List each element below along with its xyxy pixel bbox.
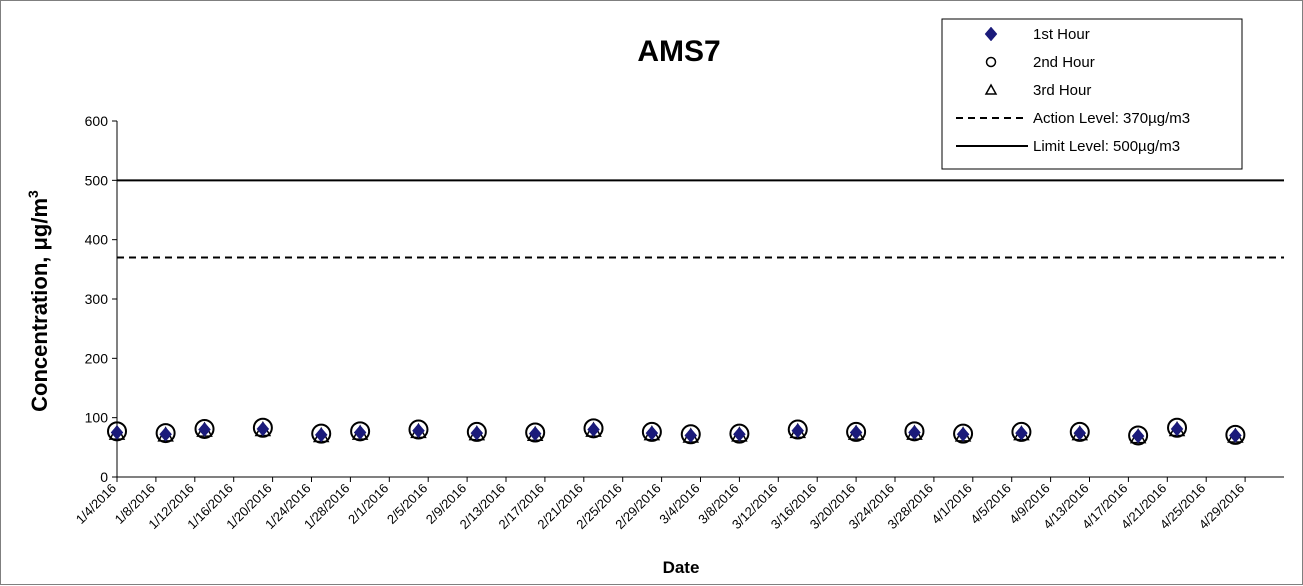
- data-point-diamond: [956, 426, 970, 442]
- data-point-diamond: [791, 423, 805, 439]
- data-point-circle: [953, 423, 974, 444]
- data-point-diamond: [159, 426, 172, 442]
- data-point-circle: [787, 419, 808, 440]
- data-point-circle: [583, 418, 604, 439]
- data-point-diamond: [684, 428, 698, 443]
- legend-label: 2nd Hour: [1033, 54, 1095, 71]
- x-tick-label: 4/5/2016: [967, 481, 1013, 527]
- data-point-circle: [107, 421, 127, 442]
- data-point-diamond: [1131, 428, 1145, 444]
- x-tick-label: 3/4/2016: [656, 481, 702, 527]
- chart-title: AMS7: [637, 35, 720, 68]
- data-point-diamond: [1073, 425, 1087, 441]
- data-point-circle: [904, 421, 925, 442]
- legend-triangle-marker: [984, 83, 998, 95]
- data-point-circle: [525, 422, 546, 443]
- reference-lines: [117, 179, 1284, 259]
- y-axis-title: Concentration, μg/m3: [25, 190, 52, 412]
- data-markers: [107, 417, 1246, 446]
- data-point-diamond: [256, 421, 270, 437]
- y-tick-label: 100: [85, 410, 109, 426]
- data-point-diamond: [110, 425, 124, 440]
- data-point-diamond: [645, 425, 659, 441]
- data-point-circle: [1167, 417, 1188, 438]
- data-point-diamond: [528, 426, 542, 442]
- data-point-diamond: [908, 425, 921, 440]
- y-tick-label: 500: [85, 172, 109, 188]
- legend-label: Action Level: 370µg/m3: [1033, 110, 1190, 127]
- data-point-circle: [1225, 424, 1246, 445]
- data-point-diamond: [849, 425, 863, 440]
- data-point-circle: [408, 419, 429, 440]
- data-point-diamond: [470, 425, 484, 441]
- data-point-circle: [729, 423, 750, 444]
- x-tick-label: 4/1/2016: [929, 481, 975, 527]
- y-axis-title-main: Concentration, μg/m: [27, 198, 52, 412]
- data-point-circle: [1128, 425, 1149, 446]
- legend: 1st Hour 2nd Hour 3rd Hour Action Level: 37…: [941, 18, 1243, 170]
- data-point-diamond: [412, 423, 425, 439]
- data-point-circle: [466, 421, 487, 442]
- data-point-diamond: [314, 427, 328, 443]
- data-point-circle: [252, 417, 273, 438]
- x-tick-label: 1/4/2016: [73, 481, 119, 527]
- data-point-diamond: [198, 422, 211, 437]
- y-tick-label: 300: [85, 291, 109, 307]
- y-axis-title-superscript: 3: [25, 190, 41, 198]
- legend-items: 1st Hour 2nd Hour 3rd Hour Action Level: 37…: [956, 26, 1190, 155]
- data-point-diamond: [1229, 428, 1242, 443]
- data-point-circle: [846, 421, 867, 442]
- y-tick-label: 200: [85, 350, 109, 366]
- data-point-circle: [350, 421, 371, 442]
- data-point-circle: [641, 421, 662, 442]
- data-point-diamond: [353, 425, 367, 440]
- data-point-diamond: [1170, 421, 1184, 437]
- data-point-circle: [311, 423, 332, 444]
- data-point-circle: [680, 424, 701, 445]
- legend-label: 3rd Hour: [1033, 82, 1091, 99]
- legend-label: Limit Level: 500µg/m3: [1033, 138, 1180, 155]
- data-point-diamond: [1015, 425, 1028, 441]
- data-point-diamond: [733, 426, 746, 442]
- data-point-diamond: [587, 422, 600, 437]
- y-axis-title-group: Concentration, μg/m3: [25, 190, 52, 412]
- x-tick-label: 2/1/2016: [345, 481, 391, 527]
- y-tick-label: 600: [85, 113, 109, 129]
- x-tick-label: 2/5/2016: [384, 481, 430, 527]
- legend-circle-marker: [985, 56, 997, 68]
- data-point-circle: [194, 418, 215, 439]
- y-tick-label: 400: [85, 232, 109, 248]
- x-axis-title: Date: [663, 558, 700, 577]
- y-tick-label: 0: [100, 469, 108, 485]
- data-point-circle: [155, 423, 176, 444]
- legend-diamond-marker: [984, 26, 998, 42]
- legend-label: 1st Hour: [1033, 26, 1090, 43]
- data-point-circle: [1069, 421, 1090, 442]
- axes: 01002003004005006001/4/20161/8/20161/12/…: [73, 113, 1284, 532]
- data-point-circle: [1011, 421, 1032, 442]
